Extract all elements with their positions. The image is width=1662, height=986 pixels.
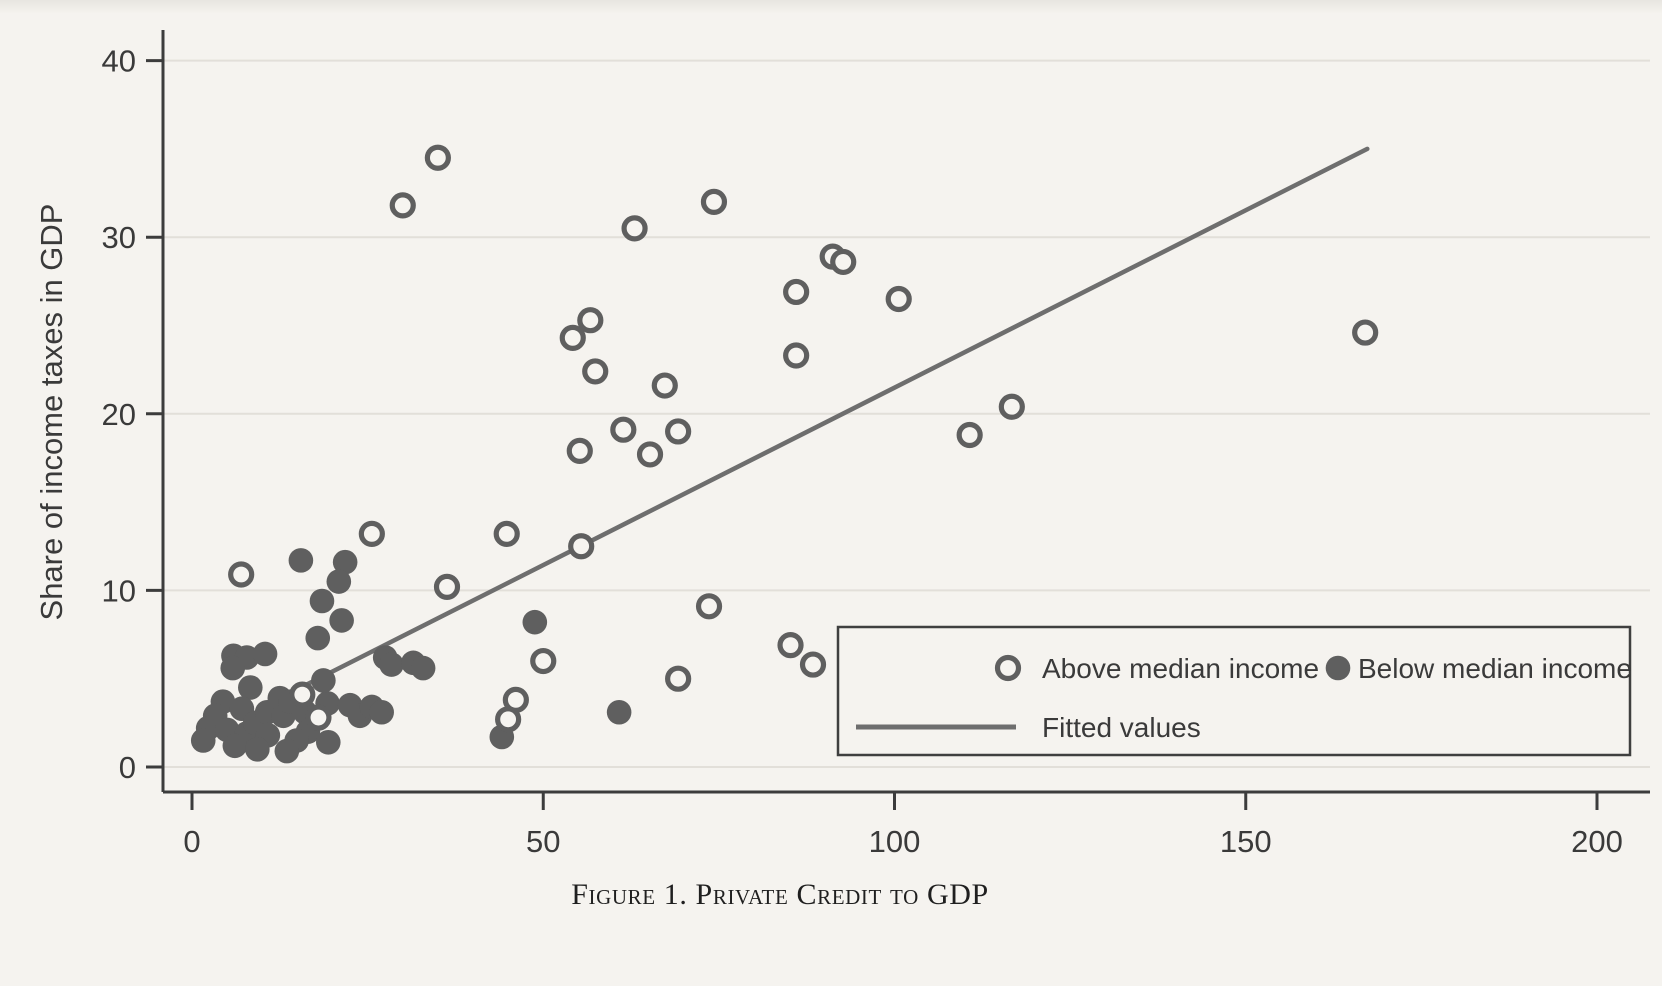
- scatter-point-above-median: [289, 681, 316, 708]
- scatter-point-above-median: [433, 573, 461, 600]
- y-axis-ticks: 0 10 20 30 40: [102, 44, 163, 785]
- figure-caption: Figure 1. Private Credit to GDP: [571, 878, 989, 911]
- scatter-point-above-median: [700, 188, 728, 215]
- scatter-point-below-median: [410, 655, 436, 681]
- y-axis-title: Share of income taxes in GDP: [34, 204, 69, 621]
- scatter-point-above-median: [566, 437, 593, 464]
- legend-open-circle-icon: [994, 654, 1022, 682]
- x-tick-label-0: 0: [183, 824, 200, 859]
- scatter-point-above-median: [1352, 319, 1379, 346]
- scatter-point-below-median: [222, 733, 248, 759]
- scatter-point-above-median: [582, 358, 609, 385]
- y-tick-label-0: 0: [119, 750, 136, 785]
- scatter-point-above-median: [559, 324, 586, 351]
- legend-label-above: Above median income: [1042, 653, 1319, 684]
- scatter-point-below-median: [522, 609, 548, 635]
- page-top-edge: [0, 0, 1662, 14]
- scatter-point-below-median: [274, 738, 300, 764]
- legend-border: [836, 625, 1632, 757]
- x-tick-label-50: 50: [526, 824, 560, 859]
- x-tick-label-100: 100: [869, 824, 921, 859]
- scatter-point-below-median: [238, 675, 263, 700]
- scatter-point-below-median: [326, 569, 352, 594]
- scatter-point-above-median: [305, 704, 332, 731]
- scatter-point-above-median: [577, 307, 604, 334]
- scatter-point-above-median: [830, 248, 857, 276]
- legend-box: Above median income Below median income …: [836, 625, 1632, 757]
- scatter-point-below-median: [315, 729, 341, 755]
- scatter-point-above-median: [651, 372, 678, 399]
- scatter-point-above-median: [956, 421, 983, 449]
- scatter-point-below-median: [252, 641, 278, 667]
- x-tick-label-150: 150: [1220, 824, 1272, 859]
- chart-canvas: 0 10 20 30 40 0 50 100 150 200 Share of income t…: [34, 30, 1650, 859]
- scatter-point-above-median: [885, 285, 912, 313]
- scatter-point-above-median: [530, 647, 557, 675]
- fitted-line: [256, 146, 1370, 711]
- scatter-chart: 0 10 20 30 40 0 50 100 150 200 Share of income t…: [34, 30, 1650, 859]
- legend-label-fitted: Fitted values: [1042, 712, 1201, 743]
- scatter-point-above-median: [424, 144, 451, 171]
- scatter-point-above-median: [610, 416, 637, 443]
- scatter-point-below-median: [220, 655, 246, 681]
- scatter-point-below-median: [329, 608, 354, 633]
- scatter-point-below-median: [288, 548, 314, 573]
- scatter-point-below-median: [245, 737, 270, 762]
- y-tick-label-10: 10: [102, 573, 136, 608]
- scatter-point-above-median: [783, 278, 810, 306]
- scatter-point-below-median: [379, 652, 404, 677]
- x-tick-label-200: 200: [1571, 824, 1623, 859]
- scatter-point-above-median: [799, 651, 827, 678]
- series-below-median: [190, 548, 632, 764]
- scatter-point-above-median: [695, 593, 723, 620]
- scatter-point-above-median: [358, 520, 385, 547]
- scatter-point-below-median: [309, 588, 335, 614]
- scatter-point-above-median: [665, 665, 692, 692]
- y-tick-label-40: 40: [102, 44, 136, 79]
- scatter-point-above-median: [495, 706, 522, 733]
- scatter-point-below-median: [190, 728, 216, 753]
- y-tick-label-30: 30: [102, 220, 136, 255]
- scatter-point-below-median: [606, 699, 632, 725]
- x-axis-ticks: 0 50 100 150 200: [183, 792, 1623, 859]
- scatter-point-above-median: [998, 393, 1025, 420]
- fitted-values-line: [256, 146, 1370, 711]
- scatter-point-above-median: [568, 533, 595, 560]
- scatter-point-above-median: [665, 418, 692, 445]
- legend-filled-circle-icon: [1325, 655, 1351, 681]
- scatter-point-above-median: [389, 192, 416, 219]
- legend-label-below: Below median income: [1358, 653, 1632, 684]
- scatter-point-above-median: [636, 441, 664, 468]
- scatter-point-above-median: [621, 215, 648, 242]
- y-tick-label-20: 20: [102, 397, 136, 432]
- scatter-point-above-median: [777, 632, 804, 659]
- scatter-point-above-median: [783, 342, 810, 369]
- scatter-point-above-median: [228, 561, 255, 588]
- scatter-point-above-median: [493, 520, 520, 547]
- series-above-median: [228, 144, 1379, 733]
- gridlines: [163, 59, 1650, 768]
- scatter-point-below-median: [332, 549, 358, 575]
- scatter-point-below-median: [311, 668, 336, 693]
- scatter-point-below-median: [305, 625, 331, 651]
- scatter-point-below-median: [369, 699, 394, 725]
